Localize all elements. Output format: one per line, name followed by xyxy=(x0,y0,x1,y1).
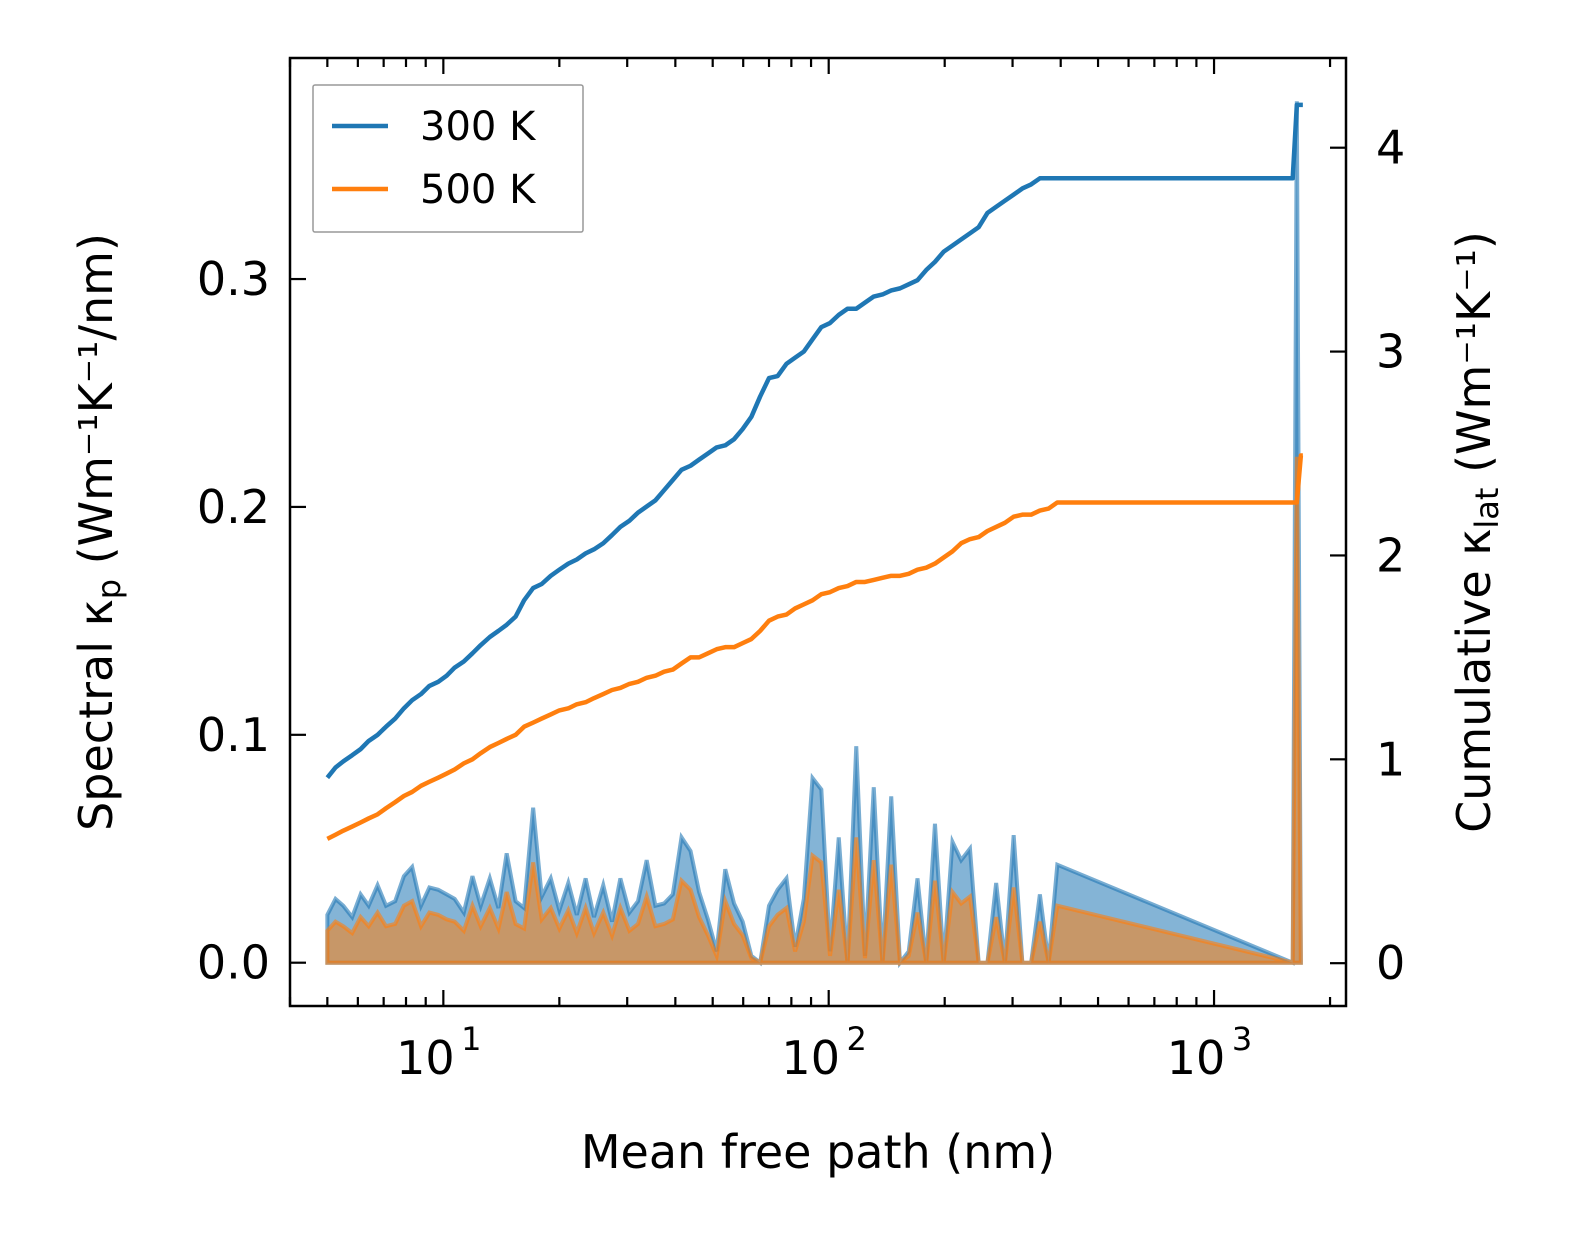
y-right-axis-label: Cumulative κlat (Wm⁻¹K⁻¹) xyxy=(1447,231,1506,833)
plot-frame xyxy=(288,56,1348,1008)
y-right-tick-label: 1 xyxy=(1376,732,1405,786)
spectral-area-300k xyxy=(325,101,1303,969)
cumulative-line-300k xyxy=(325,102,1304,780)
y-left-tick-label: 0.1 xyxy=(197,708,270,762)
cumulative-line-500k xyxy=(326,453,1304,841)
y-right-tick-label: 0 xyxy=(1376,936,1405,990)
legend-label: 300 K xyxy=(420,104,537,150)
x-tick-label: 10 xyxy=(1167,1031,1226,1085)
y-right-tick-label: 2 xyxy=(1376,528,1405,582)
x-tick-exponent: 1 xyxy=(461,1020,481,1058)
legend-box xyxy=(312,84,584,233)
y-right-tick-label: 3 xyxy=(1376,325,1405,379)
plot-area xyxy=(325,101,1304,969)
legend: 300 K 500 K xyxy=(312,84,584,233)
axis-labels: Mean free path (nm) Spectral κp (Wm⁻¹K⁻¹/… xyxy=(69,231,1506,1179)
x-tick-label: 10 xyxy=(396,1031,455,1085)
spectral-area-500k xyxy=(325,456,1303,967)
y-left-tick-label: 0.3 xyxy=(197,252,270,306)
x-axis-label: Mean free path (nm) xyxy=(581,1125,1055,1179)
y-left-tick-label: 0.0 xyxy=(197,936,270,990)
x-tick-exponent: 3 xyxy=(1232,1020,1252,1058)
y-right-tick-label: 4 xyxy=(1376,121,1405,175)
y-left-axis-label: Spectral κp (Wm⁻¹K⁻¹/nm) xyxy=(69,233,128,831)
y-left-tick-label: 0.2 xyxy=(197,480,270,534)
legend-label: 500 K xyxy=(420,167,537,213)
x-tick-label: 10 xyxy=(781,1031,840,1085)
x-tick-exponent: 2 xyxy=(847,1020,867,1058)
